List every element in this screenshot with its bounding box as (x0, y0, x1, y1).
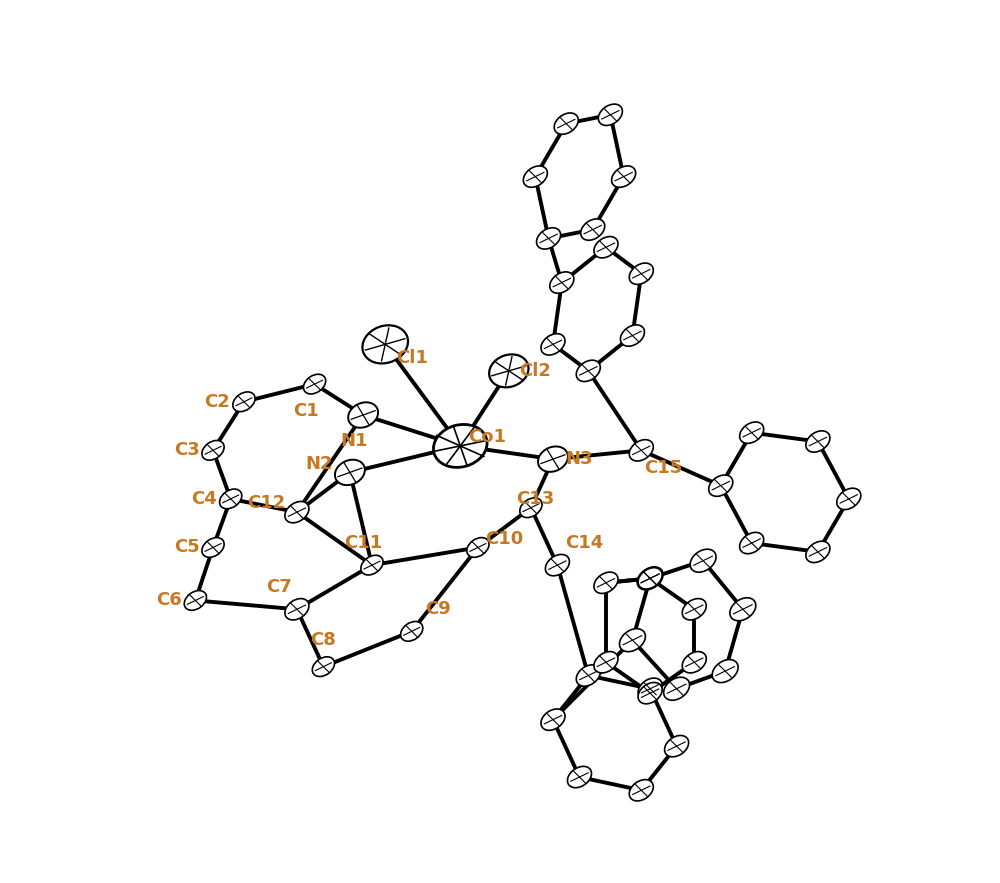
Ellipse shape (312, 657, 335, 676)
Ellipse shape (664, 677, 690, 700)
Ellipse shape (594, 572, 618, 593)
Ellipse shape (740, 422, 764, 443)
Ellipse shape (665, 736, 689, 757)
Text: Cl1: Cl1 (396, 349, 428, 366)
Ellipse shape (837, 488, 861, 509)
Ellipse shape (335, 460, 365, 485)
Ellipse shape (576, 665, 600, 686)
Text: C1: C1 (293, 402, 319, 419)
Ellipse shape (303, 374, 326, 394)
Text: Co1: Co1 (468, 428, 506, 446)
Ellipse shape (220, 489, 242, 509)
Ellipse shape (554, 113, 578, 134)
Ellipse shape (467, 538, 489, 557)
Ellipse shape (550, 272, 574, 293)
Ellipse shape (401, 622, 423, 641)
Text: C3: C3 (174, 442, 199, 459)
Text: C4: C4 (191, 490, 217, 508)
Ellipse shape (629, 263, 653, 284)
Ellipse shape (520, 498, 542, 517)
Ellipse shape (612, 166, 636, 187)
Ellipse shape (348, 403, 378, 427)
Ellipse shape (629, 440, 653, 461)
Ellipse shape (620, 325, 644, 346)
Ellipse shape (489, 354, 529, 388)
Ellipse shape (202, 538, 224, 557)
Text: N2: N2 (305, 455, 333, 472)
Ellipse shape (433, 425, 487, 467)
Ellipse shape (682, 652, 706, 673)
Ellipse shape (541, 334, 565, 355)
Ellipse shape (523, 166, 547, 187)
Ellipse shape (541, 709, 565, 730)
Text: Cl2: Cl2 (519, 362, 551, 380)
Ellipse shape (594, 652, 618, 673)
Ellipse shape (538, 447, 568, 472)
Text: C11: C11 (344, 534, 382, 552)
Text: C10: C10 (485, 530, 524, 547)
Ellipse shape (682, 599, 706, 620)
Text: N3: N3 (566, 450, 593, 468)
Ellipse shape (285, 599, 309, 620)
Ellipse shape (285, 502, 309, 523)
Text: N1: N1 (341, 433, 368, 450)
Ellipse shape (712, 660, 738, 683)
Ellipse shape (806, 541, 830, 562)
Ellipse shape (619, 629, 645, 652)
Text: C5: C5 (174, 539, 199, 556)
Ellipse shape (537, 228, 561, 249)
Ellipse shape (638, 683, 662, 704)
Text: C6: C6 (156, 592, 182, 609)
Text: C15: C15 (644, 459, 682, 477)
Ellipse shape (638, 568, 662, 589)
Ellipse shape (184, 591, 206, 610)
Ellipse shape (202, 441, 224, 460)
Ellipse shape (362, 325, 408, 364)
Text: C13: C13 (516, 490, 554, 508)
Ellipse shape (637, 567, 663, 590)
Ellipse shape (598, 104, 622, 125)
Ellipse shape (545, 555, 569, 576)
Ellipse shape (567, 766, 591, 788)
Ellipse shape (629, 780, 653, 801)
Ellipse shape (594, 237, 618, 258)
Ellipse shape (581, 219, 605, 240)
Text: C14: C14 (565, 534, 603, 552)
Ellipse shape (690, 549, 716, 572)
Text: C9: C9 (425, 600, 451, 618)
Ellipse shape (740, 532, 764, 554)
Ellipse shape (709, 475, 733, 496)
Text: C12: C12 (247, 494, 285, 512)
Ellipse shape (233, 392, 255, 411)
Ellipse shape (576, 360, 600, 381)
Text: C7: C7 (266, 578, 292, 596)
Ellipse shape (638, 678, 662, 699)
Text: C8: C8 (310, 631, 336, 649)
Ellipse shape (361, 555, 383, 575)
Ellipse shape (806, 431, 830, 452)
Ellipse shape (730, 598, 756, 621)
Text: C2: C2 (205, 393, 230, 411)
